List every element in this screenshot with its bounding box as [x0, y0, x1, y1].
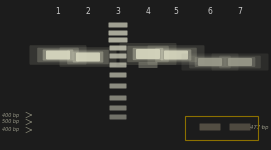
FancyBboxPatch shape — [108, 30, 127, 36]
FancyBboxPatch shape — [199, 123, 221, 130]
FancyBboxPatch shape — [230, 123, 250, 130]
FancyBboxPatch shape — [189, 56, 231, 68]
FancyBboxPatch shape — [43, 50, 73, 61]
Text: 2: 2 — [86, 8, 90, 16]
FancyBboxPatch shape — [109, 105, 127, 111]
FancyBboxPatch shape — [127, 46, 169, 62]
FancyBboxPatch shape — [108, 22, 127, 27]
FancyBboxPatch shape — [60, 47, 117, 67]
FancyBboxPatch shape — [164, 51, 188, 60]
FancyBboxPatch shape — [109, 72, 127, 78]
Text: 5: 5 — [173, 8, 178, 16]
FancyBboxPatch shape — [219, 56, 261, 68]
FancyBboxPatch shape — [109, 84, 127, 88]
Text: 4: 4 — [146, 8, 150, 16]
FancyBboxPatch shape — [136, 49, 160, 59]
FancyBboxPatch shape — [73, 51, 103, 63]
FancyBboxPatch shape — [109, 63, 127, 68]
FancyBboxPatch shape — [76, 52, 100, 62]
Text: 400 bp: 400 bp — [2, 112, 19, 117]
FancyBboxPatch shape — [147, 45, 205, 65]
Text: 7: 7 — [238, 8, 243, 16]
FancyBboxPatch shape — [198, 58, 222, 66]
Text: 500 bp: 500 bp — [2, 120, 19, 124]
Text: 1: 1 — [56, 8, 60, 16]
FancyBboxPatch shape — [133, 48, 163, 60]
Bar — [185, 116, 258, 140]
FancyBboxPatch shape — [120, 43, 176, 65]
FancyBboxPatch shape — [155, 48, 197, 62]
FancyBboxPatch shape — [228, 58, 252, 66]
FancyBboxPatch shape — [138, 62, 157, 68]
FancyBboxPatch shape — [109, 54, 127, 58]
FancyBboxPatch shape — [30, 45, 86, 65]
FancyBboxPatch shape — [161, 50, 191, 61]
FancyBboxPatch shape — [109, 45, 127, 51]
Text: 400 bp: 400 bp — [2, 128, 19, 132]
FancyBboxPatch shape — [195, 57, 225, 67]
Text: 6: 6 — [208, 8, 212, 16]
FancyBboxPatch shape — [108, 38, 127, 42]
FancyBboxPatch shape — [109, 114, 127, 120]
Text: 477 bp: 477 bp — [250, 124, 269, 129]
FancyBboxPatch shape — [225, 57, 255, 67]
FancyBboxPatch shape — [37, 48, 79, 62]
FancyBboxPatch shape — [109, 96, 127, 100]
Text: 3: 3 — [115, 8, 120, 16]
FancyBboxPatch shape — [182, 54, 238, 70]
FancyBboxPatch shape — [46, 51, 70, 60]
FancyBboxPatch shape — [67, 50, 109, 64]
FancyBboxPatch shape — [211, 54, 269, 70]
